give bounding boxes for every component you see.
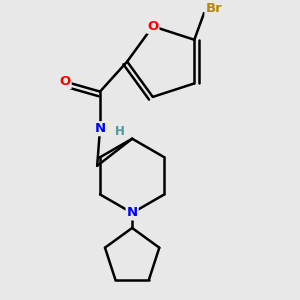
Text: O: O — [147, 20, 158, 33]
Text: H: H — [115, 125, 125, 138]
Text: O: O — [59, 75, 71, 88]
Text: N: N — [127, 206, 138, 220]
Text: N: N — [94, 122, 106, 135]
Text: Br: Br — [206, 2, 222, 15]
